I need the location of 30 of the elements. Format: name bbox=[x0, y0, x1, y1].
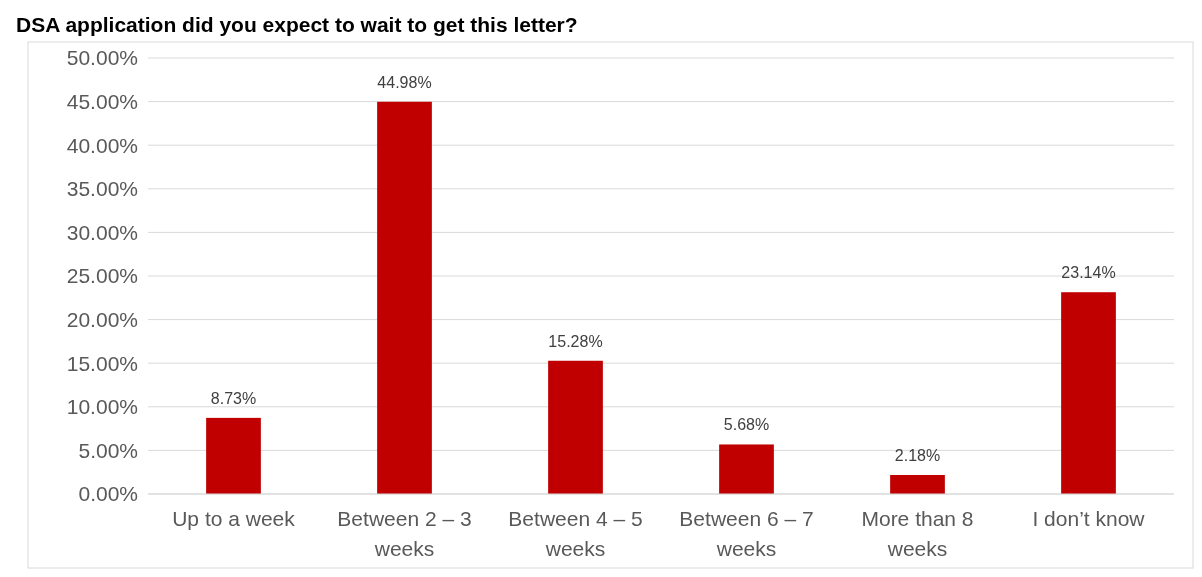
data-label: 15.28% bbox=[548, 332, 603, 350]
x-tick-label: Up to a week bbox=[172, 507, 296, 530]
y-tick-label: 25.00% bbox=[66, 264, 138, 288]
data-label: 8.73% bbox=[210, 389, 257, 407]
y-tick-label: 30.00% bbox=[66, 220, 138, 244]
data-label: 44.98% bbox=[377, 73, 432, 91]
data-label: 2.18% bbox=[894, 446, 941, 464]
x-tick-label: I don’t know bbox=[1032, 507, 1146, 530]
bar bbox=[377, 101, 432, 494]
bar bbox=[719, 444, 774, 494]
y-tick-label: 15.00% bbox=[66, 351, 138, 375]
y-tick-label: 0.00% bbox=[78, 482, 138, 506]
x-tick-label: Between 2 – 3 weeks bbox=[337, 507, 472, 560]
bar bbox=[548, 360, 603, 494]
y-tick-label: 35.00% bbox=[66, 177, 138, 201]
data-label: 5.68% bbox=[723, 416, 770, 434]
bar bbox=[206, 417, 261, 494]
y-tick-label: 20.00% bbox=[66, 307, 138, 331]
y-tick-label: 5.00% bbox=[78, 438, 138, 462]
x-tick-label: More than 8 weeks bbox=[861, 507, 974, 560]
y-tick-label: 40.00% bbox=[66, 133, 138, 157]
bar bbox=[1061, 292, 1116, 494]
x-tick-label: Between 6 – 7 weeks bbox=[679, 507, 814, 560]
y-tick-label: 50.00% bbox=[66, 46, 138, 70]
data-label: 23.14% bbox=[1061, 264, 1116, 282]
chart-title: DSA application did you expect to wait to get this letter? bbox=[16, 13, 578, 36]
bar bbox=[890, 474, 945, 494]
y-tick-label: 10.00% bbox=[66, 395, 138, 419]
y-tick-label: 45.00% bbox=[66, 89, 138, 113]
x-tick-label: Between 4 – 5 weeks bbox=[508, 507, 643, 560]
